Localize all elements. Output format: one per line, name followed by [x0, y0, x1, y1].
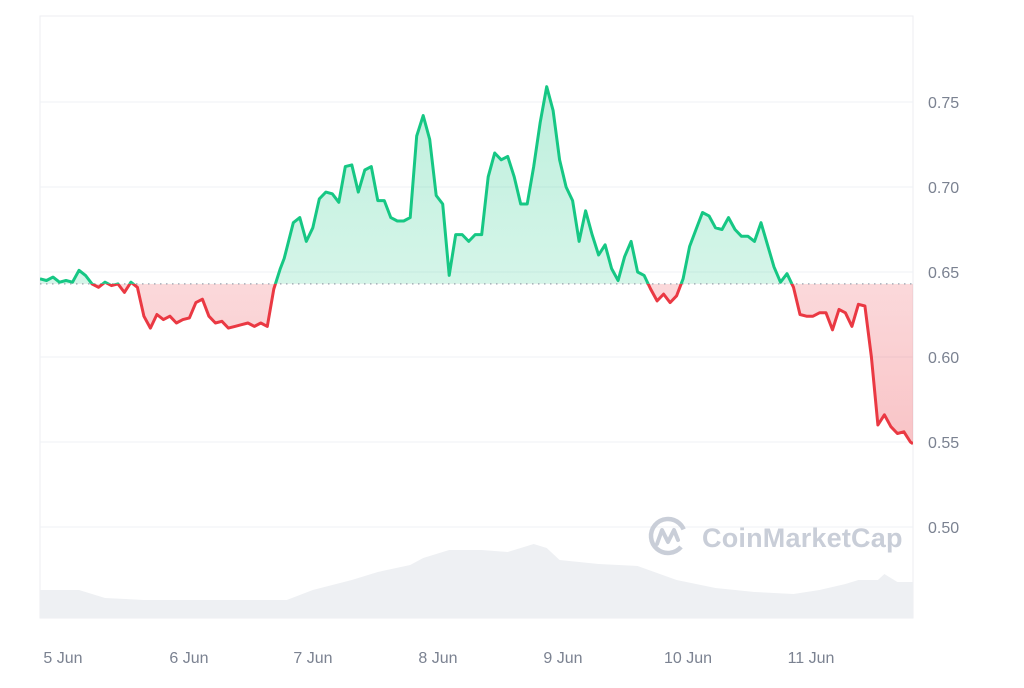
y-tick-label: 0.75 [928, 95, 959, 112]
x-tick-label: 9 Jun [543, 650, 582, 667]
y-tick-label: 0.50 [928, 520, 959, 537]
x-axis: 5 Jun 6 Jun 7 Jun 8 Jun 9 Jun 10 Jun 11 Jun [43, 650, 834, 667]
x-tick-label: 7 Jun [293, 650, 332, 667]
coinmarketcap-logo-icon [648, 516, 688, 556]
coinmarketcap-watermark: CoinMarketCap [648, 516, 903, 556]
volume-area [40, 544, 913, 618]
watermark-text: CoinMarketCap [702, 523, 903, 553]
y-tick-label: 0.55 [928, 435, 959, 452]
x-tick-label: 10 Jun [664, 650, 712, 667]
y-axis: 0.75 0.70 0.65 0.60 0.55 0.50 [928, 95, 959, 537]
price-line [40, 85, 913, 445]
price-line-down [90, 283, 913, 445]
y-tick-label: 0.70 [928, 180, 959, 197]
price-area-fill [40, 86, 913, 444]
x-tick-label: 5 Jun [43, 650, 82, 667]
x-tick-label: 8 Jun [418, 650, 457, 667]
y-tick-label: 0.65 [928, 265, 959, 282]
price-line-up [40, 85, 794, 284]
x-tick-label: 11 Jun [788, 650, 835, 667]
x-tick-label: 6 Jun [169, 650, 208, 667]
y-tick-label: 0.60 [928, 350, 959, 367]
